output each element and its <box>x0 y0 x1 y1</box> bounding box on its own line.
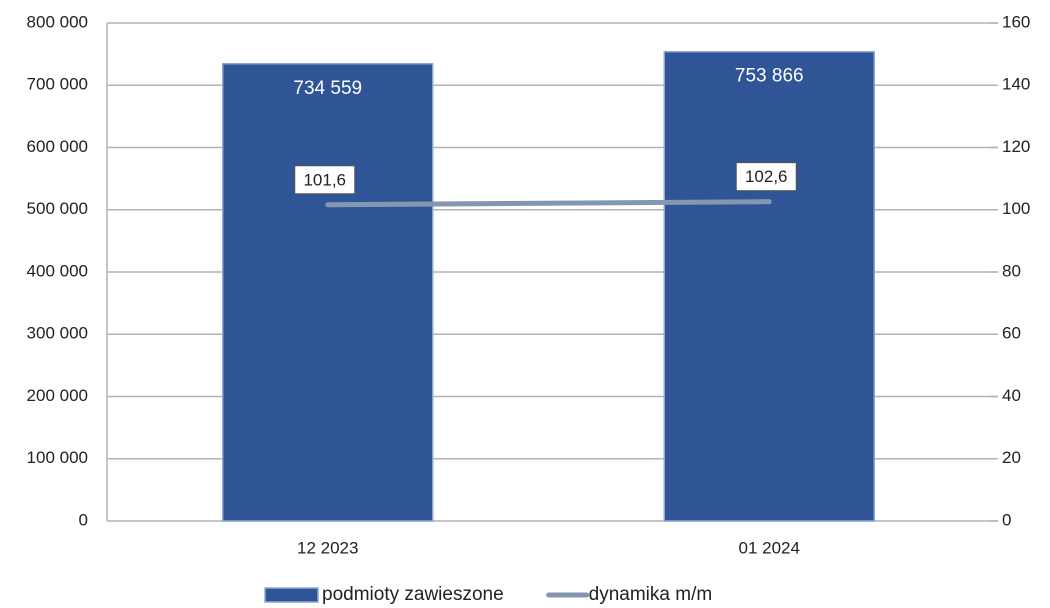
legend-label: dynamika m/m <box>589 584 713 605</box>
legend-label: podmioty zawieszone <box>322 584 504 605</box>
line-value-label: 101,6 <box>303 170 346 189</box>
y2-tick-label: 160 <box>1002 12 1030 31</box>
x-tick-label: 01 2024 <box>739 538 800 557</box>
y-tick-label: 100 000 <box>27 448 88 467</box>
x-tick-label: 12 2023 <box>297 538 358 557</box>
line-value-box <box>735 162 797 192</box>
y2-tick-label: 80 <box>1002 261 1021 280</box>
legend-swatch <box>264 587 319 603</box>
bar-value-label: 753 866 <box>735 66 804 87</box>
y-tick-label: 600 000 <box>27 137 88 156</box>
line-value-label: 102,6 <box>745 167 788 186</box>
y2-tick-label: 60 <box>1002 324 1021 343</box>
y2-tick-label: 20 <box>1002 448 1021 467</box>
y-tick-label: 800 000 <box>27 12 88 31</box>
line <box>325 199 772 208</box>
y-tick-label: 300 000 <box>27 324 88 343</box>
y-tick-label: 500 000 <box>27 199 88 218</box>
y2-tick-label: 100 <box>1002 199 1030 218</box>
bar <box>222 62 434 522</box>
y-tick-label: 700 000 <box>27 75 88 94</box>
line-value-box <box>294 165 356 195</box>
y2-tick-label: 40 <box>1002 386 1021 405</box>
y2-tick-label: 120 <box>1002 137 1030 156</box>
y-tick-label: 200 000 <box>27 386 88 405</box>
bar-value-label: 734 559 <box>293 78 362 99</box>
y-tick-label: 0 <box>79 510 88 529</box>
bar <box>663 50 875 522</box>
y-tick-label: 400 000 <box>27 261 88 280</box>
y2-tick-label: 140 <box>1002 75 1030 94</box>
y2-tick-label: 0 <box>1002 510 1011 529</box>
